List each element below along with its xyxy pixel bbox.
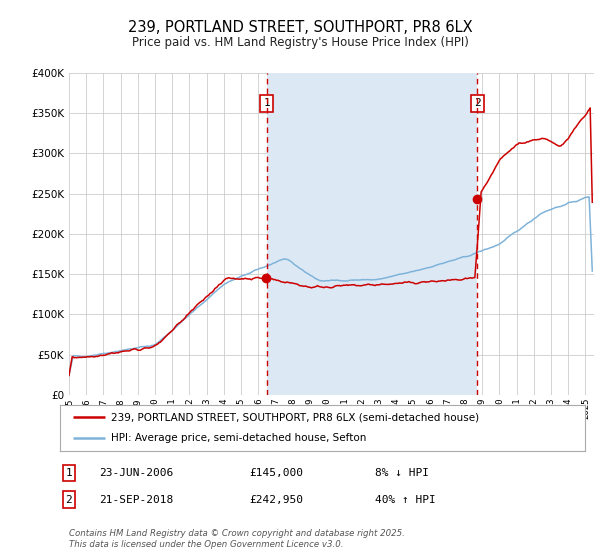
Text: 8% ↓ HPI: 8% ↓ HPI bbox=[375, 468, 429, 478]
Text: 1: 1 bbox=[65, 468, 73, 478]
Text: 21-SEP-2018: 21-SEP-2018 bbox=[99, 494, 173, 505]
Bar bbox=[266, 73, 477, 395]
Text: 2: 2 bbox=[474, 99, 481, 109]
Text: Contains HM Land Registry data © Crown copyright and database right 2025.
This d: Contains HM Land Registry data © Crown c… bbox=[69, 529, 405, 549]
Text: 1: 1 bbox=[263, 99, 270, 109]
Text: HPI: Average price, semi-detached house, Sefton: HPI: Average price, semi-detached house,… bbox=[112, 433, 367, 444]
Text: 239, PORTLAND STREET, SOUTHPORT, PR8 6LX: 239, PORTLAND STREET, SOUTHPORT, PR8 6LX bbox=[128, 20, 472, 35]
Text: 40% ↑ HPI: 40% ↑ HPI bbox=[375, 494, 436, 505]
Text: Price paid vs. HM Land Registry's House Price Index (HPI): Price paid vs. HM Land Registry's House … bbox=[131, 36, 469, 49]
Text: 23-JUN-2006: 23-JUN-2006 bbox=[99, 468, 173, 478]
Text: £145,000: £145,000 bbox=[249, 468, 303, 478]
Text: 2: 2 bbox=[65, 494, 73, 505]
Text: £242,950: £242,950 bbox=[249, 494, 303, 505]
Text: 239, PORTLAND STREET, SOUTHPORT, PR8 6LX (semi-detached house): 239, PORTLAND STREET, SOUTHPORT, PR8 6LX… bbox=[112, 412, 479, 422]
